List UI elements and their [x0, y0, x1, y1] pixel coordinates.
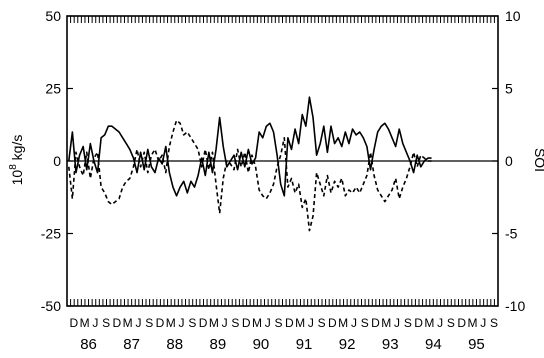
plot-frame-group	[66, 15, 499, 307]
month-letter-label: M	[424, 316, 434, 330]
month-letter-label: S	[145, 316, 153, 330]
month-letter-label: D	[285, 316, 294, 330]
left-tick-label: 25	[45, 81, 61, 97]
month-letter-label: S	[490, 316, 498, 330]
year-label: 93	[382, 336, 399, 353]
year-label: 95	[468, 336, 485, 353]
month-letter-label: M	[467, 316, 477, 330]
year-label: 90	[253, 336, 270, 353]
month-letter-label: D	[69, 316, 78, 330]
month-letter-label: D	[199, 316, 208, 330]
month-letter-label: M	[295, 316, 305, 330]
month-letter-label: J	[437, 316, 443, 330]
month-letter-label: J	[308, 316, 314, 330]
left-tick-label: 50	[45, 8, 61, 24]
left-tick-label: 0	[53, 153, 61, 169]
year-label: 94	[425, 336, 442, 353]
year-label: 86	[80, 336, 97, 353]
month-letter-label: M	[80, 316, 90, 330]
month-letter-label: D	[113, 316, 122, 330]
year-label: 91	[296, 336, 313, 353]
month-letter-label: D	[328, 316, 337, 330]
year-label: 87	[123, 336, 140, 353]
left-axis-title: 108 kg/s	[8, 135, 25, 186]
month-letter-label: J	[265, 316, 271, 330]
series-group	[68, 96, 432, 232]
month-letter-label: J	[92, 316, 98, 330]
month-letter-label: S	[447, 316, 455, 330]
right-tick-label: 10	[505, 8, 521, 24]
month-letter-label: D	[242, 316, 251, 330]
right-tick-label: 5	[505, 81, 513, 97]
month-letter-label: D	[156, 316, 165, 330]
month-letter-label: D	[414, 316, 423, 330]
right-axis-title: SOI	[532, 148, 544, 172]
left-axis: 50 25 0 -25 -50	[41, 8, 73, 314]
left-tick-label: -25	[41, 226, 61, 242]
month-letter-label: D	[371, 316, 380, 330]
left-tick-label: -50	[41, 298, 61, 314]
year-label: 88	[166, 336, 183, 353]
month-letter-label: J	[222, 316, 228, 330]
month-ticks	[66, 16, 499, 306]
month-letter-label: M	[252, 316, 262, 330]
right-tick-label: 0	[505, 153, 513, 169]
right-tick-label: -5	[505, 226, 518, 242]
month-letter-label: S	[275, 316, 283, 330]
month-letter-label: S	[361, 316, 369, 330]
year-label: 92	[339, 336, 356, 353]
series-line-solid	[68, 96, 432, 197]
right-axis: 10 5 0 -5 -10	[492, 8, 525, 314]
month-letter-label: J	[135, 316, 141, 330]
series-line-dashed	[68, 119, 432, 232]
month-letter-label: S	[318, 316, 326, 330]
month-letter-label: J	[351, 316, 357, 330]
year-label: 89	[210, 336, 227, 353]
month-letter-label: M	[123, 316, 133, 330]
month-letter-label: S	[231, 316, 239, 330]
month-letter-label: J	[394, 316, 400, 330]
month-letter-label: M	[338, 316, 348, 330]
month-letter-label: S	[188, 316, 196, 330]
right-tick-label: -10	[505, 298, 525, 314]
month-letter-label: J	[179, 316, 185, 330]
month-letter-label: M	[209, 316, 219, 330]
month-letter-label: M	[381, 316, 391, 330]
month-letter-label: J	[480, 316, 486, 330]
month-letter-label: M	[166, 316, 176, 330]
month-letter-label: S	[404, 316, 412, 330]
month-letter-label: D	[457, 316, 466, 330]
month-letter-label: S	[102, 316, 110, 330]
